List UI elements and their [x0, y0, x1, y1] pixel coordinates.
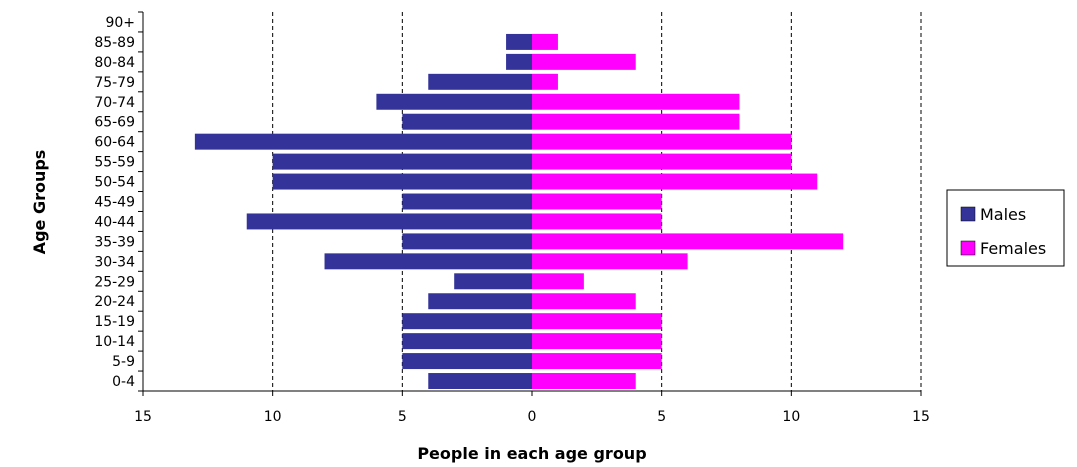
bars: [194, 33, 844, 390]
y-tick-label: 50-54: [94, 175, 135, 191]
bar-females-50-54: [532, 173, 818, 190]
bar-females-40-44: [532, 213, 662, 230]
x-tick-label: 10: [782, 409, 800, 425]
bar-males-80-84: [506, 53, 532, 70]
bar-females-5-9: [532, 353, 662, 370]
bar-males-25-29: [454, 273, 532, 290]
bar-females-10-14: [532, 333, 662, 350]
x-tick-label: 15: [134, 409, 152, 425]
bar-females-45-49: [532, 193, 662, 210]
x-tick-label: 5: [398, 409, 407, 425]
y-axis-title: Age Groups: [30, 150, 49, 255]
bar-males-15-19: [402, 313, 532, 330]
bar-females-60-64: [532, 133, 792, 150]
bar-males-30-34: [324, 253, 532, 270]
bar-females-85-89: [532, 33, 558, 50]
x-tick-label: 10: [264, 409, 282, 425]
bar-males-65-69: [402, 113, 532, 130]
y-tick-label: 60-64: [94, 135, 135, 151]
bar-females-75-79: [532, 73, 558, 90]
legend-swatch-females: [960, 240, 976, 256]
y-tick-label: 85-89: [94, 35, 135, 51]
x-tick-labels: 15 10 5 0 5 10 15: [134, 391, 930, 425]
y-tick-label: 65-69: [94, 115, 135, 131]
bar-males-5-9: [402, 353, 532, 370]
y-tick-labels: 0-4 5-9 10-14 15-19 20-24 25-29 30-34 35-39 40-4…: [94, 11, 143, 392]
bar-females-15-19: [532, 313, 662, 330]
legend-label-males: Males: [980, 205, 1026, 224]
bar-males-10-14: [402, 333, 532, 350]
bar-females-65-69: [532, 113, 740, 130]
bar-males-0-4: [428, 373, 532, 390]
bar-males-20-24: [428, 293, 532, 310]
y-tick-label: 5-9: [112, 354, 135, 370]
y-tick-label: 70-74: [94, 95, 135, 111]
bar-females-30-34: [532, 253, 688, 270]
y-tick-label: 90+: [105, 15, 135, 31]
legend-label-females: Females: [980, 239, 1046, 258]
y-tick-label: 20-24: [94, 294, 135, 310]
bar-females-25-29: [532, 273, 584, 290]
y-tick-label: 45-49: [94, 195, 135, 211]
bar-females-70-74: [532, 93, 740, 110]
bar-females-0-4: [532, 373, 636, 390]
bar-males-45-49: [402, 193, 532, 210]
bar-females-35-39: [532, 233, 844, 250]
y-tick-label: 0-4: [112, 374, 135, 390]
bar-females-55-59: [532, 153, 792, 170]
x-axis-title: People in each age group: [417, 444, 646, 463]
legend-swatch-males: [960, 206, 976, 222]
bar-males-70-74: [376, 93, 532, 110]
y-tick-label: 30-34: [94, 254, 135, 270]
y-tick-label: 80-84: [94, 55, 135, 71]
bar-males-55-59: [272, 153, 532, 170]
bar-males-35-39: [402, 233, 532, 250]
bar-females-20-24: [532, 293, 636, 310]
y-tick-label: 55-59: [94, 155, 135, 171]
x-tick-label: 5: [657, 409, 666, 425]
bar-females-80-84: [532, 53, 636, 70]
legend: Males Females: [946, 189, 1065, 267]
bar-males-85-89: [506, 33, 532, 50]
bar-males-75-79: [428, 73, 532, 90]
x-tick-label: 0: [528, 409, 537, 425]
y-tick-label: 40-44: [94, 214, 135, 230]
y-tick-label: 35-39: [94, 234, 135, 250]
bar-males-50-54: [272, 173, 532, 190]
bar-males-60-64: [194, 133, 532, 150]
x-tick-label: 15: [912, 409, 930, 425]
y-tick-label: 10-14: [94, 334, 135, 350]
y-tick-label: 25-29: [94, 274, 135, 290]
bar-males-40-44: [246, 213, 532, 230]
y-tick-label: 75-79: [94, 75, 135, 91]
y-tick-label: 15-19: [94, 314, 135, 330]
